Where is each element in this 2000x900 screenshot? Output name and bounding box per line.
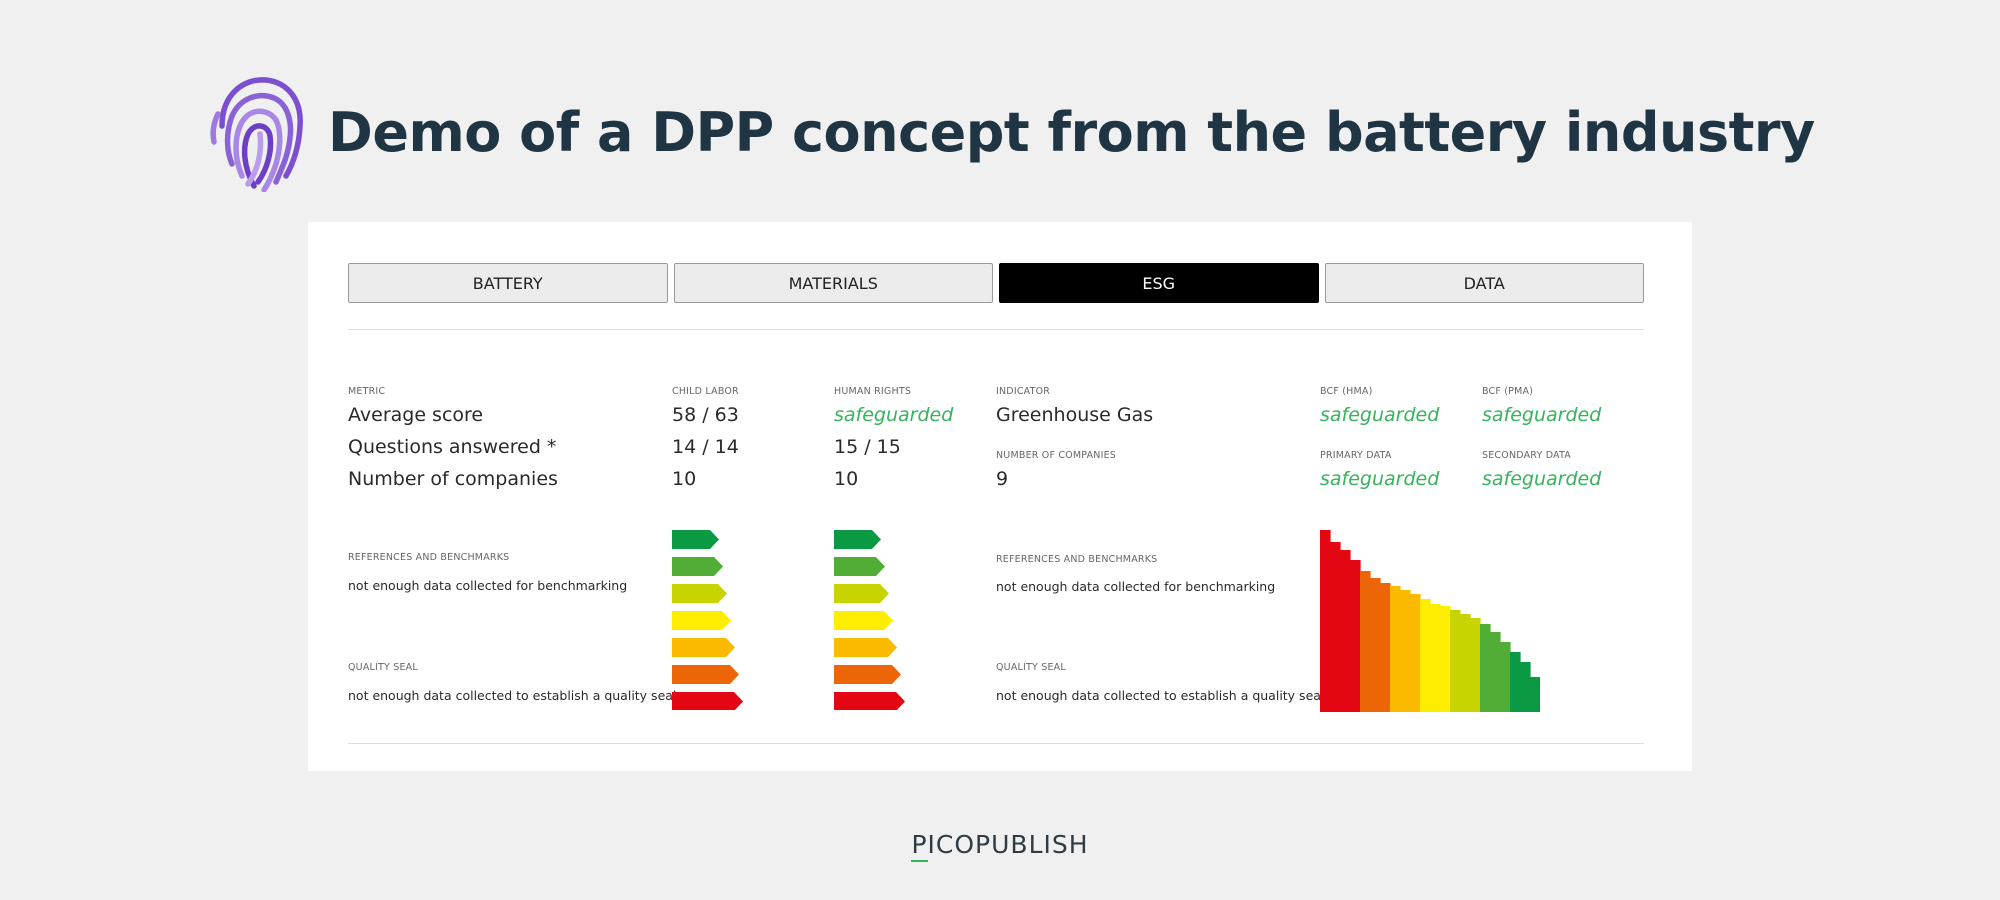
distribution-step bbox=[1470, 618, 1481, 712]
rating-arrow bbox=[672, 611, 731, 630]
secondary-data-value: safeguarded bbox=[1482, 468, 1602, 490]
secondary-data-header: SECONDARY DATA bbox=[1482, 450, 1571, 461]
left-references-label: REFERENCES AND BENCHMARKS bbox=[348, 552, 510, 563]
distribution-step bbox=[1420, 599, 1431, 712]
indicator-header: INDICATOR bbox=[996, 386, 1051, 397]
bcf-pma-header: BCF (PMA) bbox=[1482, 386, 1534, 397]
distribution-step bbox=[1360, 571, 1371, 712]
child-labor-number-of-companies: 10 bbox=[672, 468, 697, 490]
distribution-step bbox=[1340, 550, 1351, 712]
distribution-step bbox=[1440, 606, 1451, 712]
child-labor-header: CHILD LABOR bbox=[672, 386, 739, 397]
distribution-step bbox=[1520, 662, 1531, 712]
distribution-step bbox=[1320, 530, 1331, 712]
distribution-step bbox=[1370, 578, 1381, 712]
number-of-companies-header: NUMBER OF COMPANIES bbox=[996, 450, 1117, 461]
rating-arrow bbox=[672, 692, 743, 710]
bcf-pma-value: safeguarded bbox=[1482, 404, 1602, 426]
left-quality-seal-label: QUALITY SEAL bbox=[348, 662, 418, 673]
bcf-hma-header: BCF (HMA) bbox=[1320, 386, 1373, 397]
child-labor-average-score: 58 / 63 bbox=[672, 404, 739, 426]
distribution-step bbox=[1450, 610, 1461, 712]
child-labor-questions-answered: 14 / 14 bbox=[672, 436, 739, 458]
distribution-step bbox=[1410, 594, 1421, 712]
brand-rest: ICOPUBLISH bbox=[927, 830, 1089, 859]
distribution-step bbox=[1480, 624, 1491, 712]
distribution-step bbox=[1330, 542, 1341, 712]
brand-first-letter: P bbox=[911, 830, 928, 862]
right-quality-seal-label: QUALITY SEAL bbox=[996, 662, 1066, 673]
tab-materials[interactable]: MATERIALS bbox=[673, 263, 993, 303]
tab-data[interactable]: DATA bbox=[1324, 263, 1644, 303]
distribution-step bbox=[1530, 677, 1540, 712]
distribution-step bbox=[1510, 652, 1521, 712]
footer-brand-logo: PICOPUBLISH bbox=[0, 830, 2000, 862]
rating-arrow bbox=[672, 557, 723, 576]
divider-bottom bbox=[348, 743, 1644, 744]
human-rights-questions-answered: 15 / 15 bbox=[834, 436, 901, 458]
human-rights-average-score: safeguarded bbox=[834, 404, 954, 426]
human-rights-header: HUMAN RIGHTS bbox=[834, 386, 912, 397]
rating-arrow bbox=[672, 530, 719, 549]
number-of-companies-value: 9 bbox=[996, 468, 1009, 490]
rating-arrow bbox=[672, 584, 727, 603]
rating-arrow bbox=[834, 584, 889, 603]
rating-arrow bbox=[834, 665, 901, 684]
right-quality-seal-text: not enough data collected to establish a… bbox=[996, 688, 1325, 703]
human-rights-rating-scale bbox=[834, 530, 910, 710]
distribution-step bbox=[1380, 583, 1391, 712]
tab-esg[interactable]: ESG bbox=[999, 263, 1319, 303]
bcf-hma-value: safeguarded bbox=[1320, 404, 1440, 426]
distribution-step bbox=[1350, 560, 1361, 712]
fingerprint-icon bbox=[210, 77, 303, 192]
distribution-step bbox=[1390, 586, 1401, 712]
distribution-step bbox=[1430, 604, 1441, 712]
left-references-text: not enough data collected for benchmarki… bbox=[348, 578, 628, 593]
rating-arrow bbox=[672, 638, 735, 657]
distribution-step bbox=[1460, 614, 1471, 712]
tab-bar: BATTERY MATERIALS ESG DATA bbox=[348, 263, 1644, 303]
rating-arrow bbox=[672, 665, 739, 684]
tab-battery[interactable]: BATTERY bbox=[348, 263, 668, 303]
child-labor-rating-scale bbox=[672, 530, 748, 710]
indicator-value: Greenhouse Gas bbox=[996, 404, 1154, 426]
rating-arrow bbox=[834, 530, 881, 549]
row-label-number-of-companies: Number of companies bbox=[348, 468, 558, 490]
divider-top bbox=[348, 329, 1644, 330]
metric-header: METRIC bbox=[348, 386, 386, 397]
page-header: Demo of a DPP concept from the battery i… bbox=[210, 72, 1815, 192]
rating-arrow bbox=[834, 611, 893, 630]
row-label-average-score: Average score bbox=[348, 404, 484, 426]
distribution-step bbox=[1500, 642, 1511, 712]
rating-arrow bbox=[834, 557, 885, 576]
right-references-text: not enough data collected for benchmarki… bbox=[996, 579, 1276, 594]
page-title: Demo of a DPP concept from the battery i… bbox=[328, 100, 1815, 164]
rating-arrow bbox=[834, 638, 897, 657]
row-label-questions-answered: Questions answered * bbox=[348, 436, 557, 458]
distribution-step bbox=[1400, 590, 1411, 712]
content-card: BATTERY MATERIALS ESG DATA METRIC Averag… bbox=[308, 222, 1692, 771]
primary-data-value: safeguarded bbox=[1320, 468, 1440, 490]
left-quality-seal-text: not enough data collected to establish a… bbox=[348, 688, 677, 703]
greenhouse-gas-distribution bbox=[1320, 530, 1540, 712]
right-references-label: REFERENCES AND BENCHMARKS bbox=[996, 554, 1158, 565]
primary-data-header: PRIMARY DATA bbox=[1320, 450, 1392, 461]
distribution-step bbox=[1490, 632, 1501, 712]
human-rights-number-of-companies: 10 bbox=[834, 468, 859, 490]
rating-arrow bbox=[834, 692, 905, 710]
